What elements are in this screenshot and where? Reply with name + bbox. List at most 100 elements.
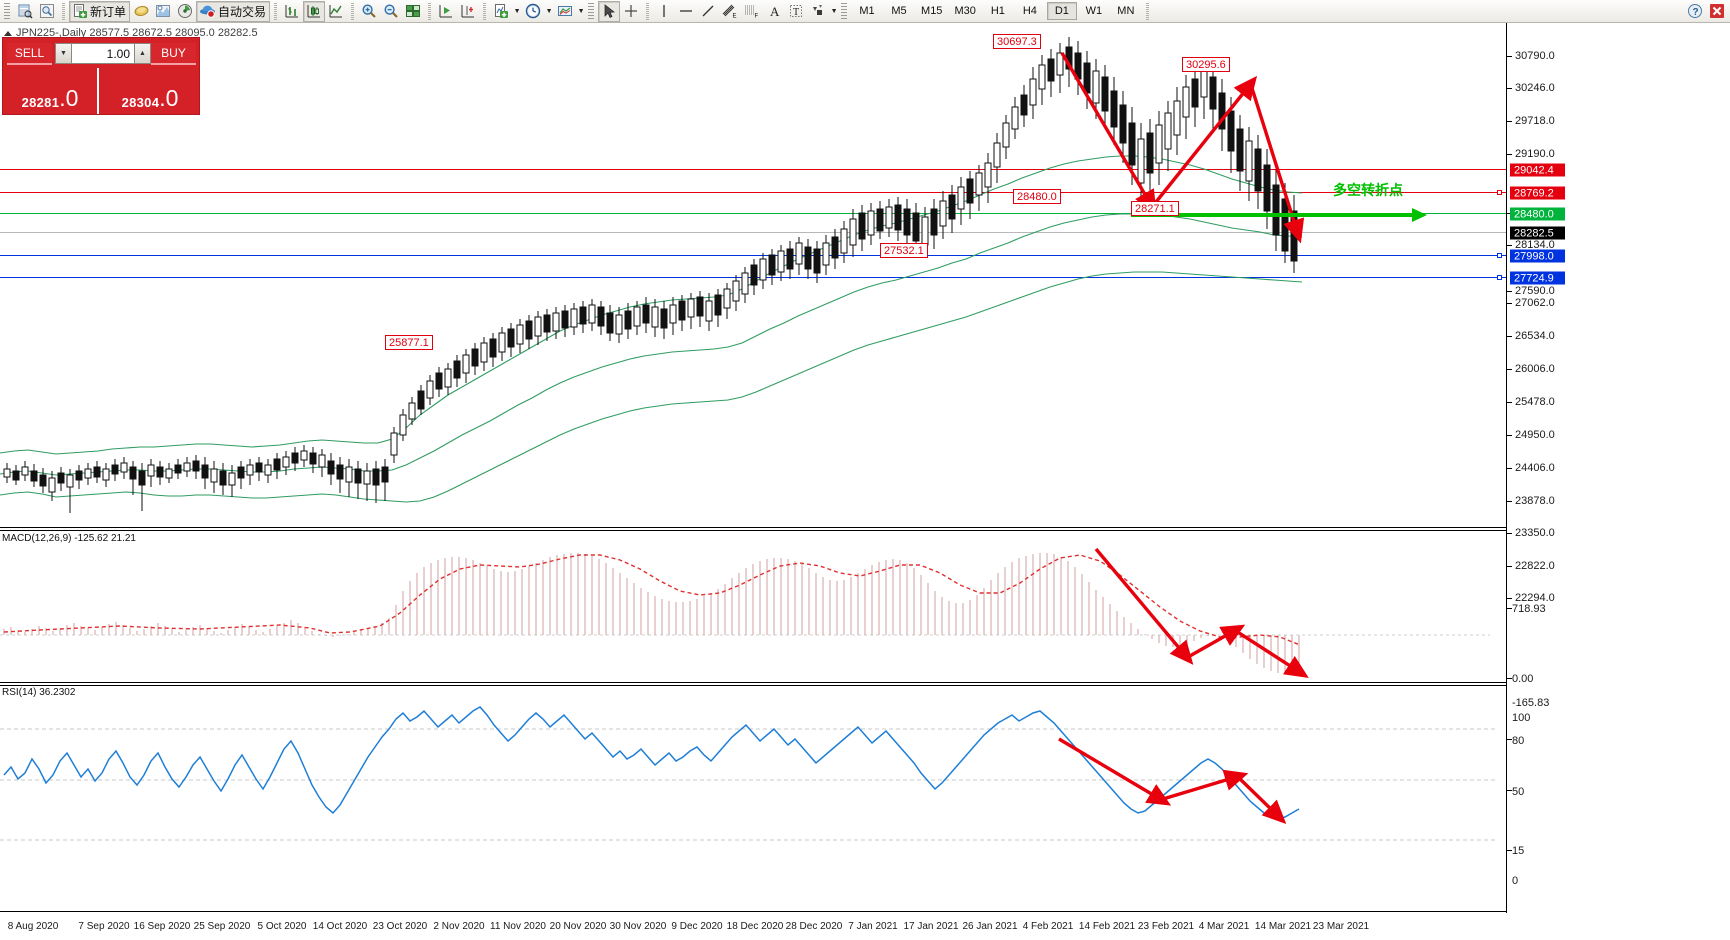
level-line-28480	[0, 213, 1507, 214]
chevron-down-icon[interactable]: ▼	[545, 7, 553, 15]
vertical-line-icon[interactable]	[653, 1, 675, 22]
new-order-label: 新订单	[90, 4, 127, 19]
level-handle-27998[interactable]	[1497, 253, 1502, 258]
level-handle-27724[interactable]	[1497, 275, 1502, 280]
toolbar-separator	[351, 2, 355, 20]
date-label: 30 Nov 2020	[609, 921, 667, 932]
close-icon[interactable]	[1706, 1, 1728, 22]
templates-icon[interactable]	[554, 1, 576, 22]
autotrading-label: 自动交易	[218, 4, 267, 19]
market-watch-icon[interactable]	[14, 1, 36, 22]
date-label: 26 Jan 2021	[962, 921, 1018, 932]
chevron-down-icon[interactable]: ▼	[577, 7, 585, 15]
collapse-triangle-icon[interactable]	[4, 31, 12, 36]
plot-bottom-border	[0, 911, 1507, 912]
horizontal-line-icon[interactable]	[675, 1, 697, 22]
level-badge-28480[interactable]: 28480.0	[1510, 207, 1565, 221]
timeframe-m15[interactable]: M15	[921, 5, 943, 17]
rsi-axis-tick	[1507, 790, 1512, 791]
timeframe-m1[interactable]: M1	[859, 5, 875, 17]
axis-label-25478: 25478.0	[1515, 396, 1555, 408]
price-axis-divider	[1506, 23, 1507, 913]
autotrading-button[interactable]: 自动交易	[196, 0, 271, 22]
macd-axis-label-min: -165.83	[1512, 697, 1550, 709]
signal-icon[interactable]	[174, 1, 196, 22]
macd-axis-tick	[1507, 608, 1512, 609]
buy-button[interactable]: BUY	[151, 42, 196, 65]
price-tag-30697[interactable]: 30697.3	[993, 34, 1041, 49]
price-tag-30295[interactable]: 30295.6	[1182, 57, 1230, 72]
chevron-down-icon[interactable]: ▼	[830, 7, 838, 15]
bar-chart-icon[interactable]	[281, 1, 303, 22]
price-tag-25877[interactable]: 25877.1	[385, 335, 433, 350]
bull-bear-turning-point-label: 多空转折点	[1333, 182, 1403, 198]
text-icon[interactable]: A	[763, 1, 785, 22]
main-toolbar: 新订单 自动交易 ▼ ▼	[0, 0, 1730, 23]
zoom-in-icon[interactable]	[358, 1, 380, 22]
buy-price[interactable]: 28304 .0	[102, 68, 198, 114]
volume-decrease-button[interactable]: ▼	[55, 43, 72, 64]
rsi-axis-label-50: 50	[1512, 786, 1525, 798]
sell-price[interactable]: 28281 .0	[3, 68, 99, 114]
timeframe-mn[interactable]: MN	[1117, 5, 1135, 17]
date-axis[interactable]: 8 Aug 2020 7 Sep 2020 16 Sep 2020 25 Sep…	[0, 913, 1507, 940]
date-label: 4 Feb 2021	[1022, 921, 1074, 932]
price-tag-28480[interactable]: 28480.0	[1013, 189, 1061, 204]
data-window-icon[interactable]	[36, 1, 58, 22]
equidistant-channel-icon[interactable]: E	[719, 1, 741, 22]
line-chart-icon[interactable]	[325, 1, 347, 22]
trendline-icon[interactable]	[697, 1, 719, 22]
auto-scroll-icon[interactable]	[435, 1, 457, 22]
timeframe-m30[interactable]: M30	[954, 5, 976, 17]
timeframe-m5[interactable]: M5	[891, 5, 907, 17]
date-label: 28 Dec 2020	[785, 921, 843, 932]
volume-stepper[interactable]: ▼ 1.00 ▲	[55, 43, 151, 64]
level-badge-29042[interactable]: 29042.4	[1510, 163, 1565, 177]
indicators-icon[interactable]	[490, 1, 512, 22]
axis-label-29718: 29718.0	[1515, 115, 1555, 127]
price-tag-27532[interactable]: 27532.1	[880, 243, 928, 258]
price-axis[interactable]: 30790.0 30246.0 29718.0 29190.0 28662.0 …	[1507, 23, 1730, 940]
axis-label-30246: 30246.0	[1515, 82, 1555, 94]
help-icon[interactable]: ?	[1684, 1, 1706, 22]
timeframe-d1[interactable]: D1	[1046, 2, 1077, 20]
sell-button[interactable]: SELL	[7, 42, 52, 65]
timeframe-w1[interactable]: W1	[1085, 5, 1103, 17]
one-click-trading-panel[interactable]: SELL ▼ 1.00 ▲ BUY 28281 .0 28304 .0	[2, 37, 200, 115]
axis-tick	[1507, 245, 1512, 246]
timeframe-h4[interactable]: H4	[1022, 5, 1037, 17]
price-plot[interactable]: JPN225-,Daily 28577.5 28672.5 28095.0 28…	[0, 23, 1507, 913]
price-tag-28271[interactable]: 28271.1	[1131, 201, 1179, 216]
macd-panel-top-border	[0, 527, 1507, 528]
clock-icon[interactable]	[522, 1, 544, 22]
tile-windows-icon[interactable]	[402, 1, 424, 22]
coin-icon[interactable]	[130, 1, 152, 22]
axis-label-24406: 24406.0	[1515, 462, 1555, 474]
timeframe-h1[interactable]: H1	[990, 5, 1005, 17]
volume-input[interactable]: 1.00	[72, 43, 134, 64]
chart-shift-icon[interactable]	[457, 1, 479, 22]
level-badge-27724[interactable]: 27724.9	[1510, 271, 1565, 285]
crosshair-icon[interactable]	[620, 1, 642, 22]
new-order-button[interactable]: 新订单	[69, 0, 131, 22]
text-label-icon[interactable]: T	[785, 1, 807, 22]
volume-increase-button[interactable]: ▲	[134, 43, 151, 64]
fibonacci-retracement-icon[interactable]: F	[741, 1, 763, 22]
shapes-icon[interactable]	[807, 1, 829, 22]
macd-label: MACD(12,26,9) -125.62 21.21	[2, 533, 136, 544]
toolbar-grip[interactable]	[841, 2, 848, 20]
level-line-29042	[0, 169, 1507, 170]
cursor-icon[interactable]	[598, 0, 621, 22]
level-badge-28769[interactable]: 28769.2	[1510, 186, 1565, 200]
zoom-out-icon[interactable]	[380, 1, 402, 22]
toolbar-grip[interactable]	[4, 2, 10, 20]
candlestick-chart-icon[interactable]	[303, 0, 326, 22]
terminal-icon[interactable]	[152, 1, 174, 22]
toolbar-grip[interactable]	[588, 2, 595, 20]
level-handle-28769[interactable]	[1497, 190, 1502, 195]
rsi-axis-tick	[1507, 739, 1512, 740]
chevron-down-icon[interactable]: ▼	[513, 7, 521, 15]
buy-price-fraction: .0	[159, 85, 179, 112]
chart-area[interactable]: JPN225-,Daily 28577.5 28672.5 28095.0 28…	[0, 23, 1730, 940]
level-badge-27998[interactable]: 27998.0	[1510, 249, 1565, 263]
